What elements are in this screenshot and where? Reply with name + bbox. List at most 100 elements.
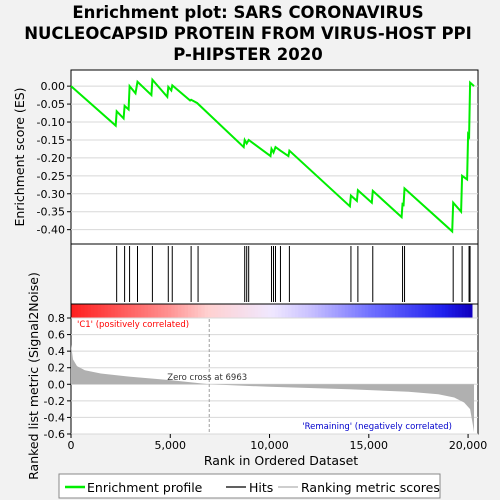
color-bar-segment xyxy=(314,304,319,318)
hit-marks xyxy=(116,246,471,302)
color-bar-segment xyxy=(181,304,186,318)
color-bar-segment xyxy=(77,304,82,318)
zero-cross-label: Zero cross at 6963 xyxy=(167,373,247,383)
color-bar-segment xyxy=(217,304,222,318)
color-bar-segment xyxy=(385,304,389,318)
color-bar-segment xyxy=(388,304,393,318)
color-bar-segment xyxy=(435,304,440,318)
color-bar-segment xyxy=(224,304,229,318)
color-bar-segment xyxy=(161,304,166,318)
color-bar-segment xyxy=(278,304,283,318)
color-bar-segment xyxy=(248,304,253,318)
color-bar-segment xyxy=(381,304,386,318)
color-bar-segment xyxy=(154,304,159,318)
color-bar-segment xyxy=(261,304,266,318)
es-y-axis-label: Enrichment score (ES) xyxy=(12,87,27,226)
color-bar-segment xyxy=(214,304,219,318)
metric-tick-label: 0.4 xyxy=(48,345,66,358)
metric-panel xyxy=(70,317,479,435)
es-tick-label: -0.40 xyxy=(37,224,65,237)
negative-correlation-label: 'Remaining' (negatively correlated) xyxy=(302,422,452,432)
color-bar-segment xyxy=(358,304,363,318)
color-bar-segment xyxy=(281,304,286,318)
color-bar-segment xyxy=(187,304,192,318)
positive-correlation-label: 'C1' (positively correlated) xyxy=(77,320,189,330)
x-tick-label: 5,000 xyxy=(155,439,187,452)
color-bar-segment xyxy=(361,304,366,318)
color-bar-segment xyxy=(411,304,416,318)
color-bar-segment xyxy=(301,304,306,318)
color-bar-segment xyxy=(331,304,336,318)
color-bar-segment xyxy=(268,304,273,318)
color-bar-segment xyxy=(445,304,450,318)
color-bar-segment xyxy=(401,304,406,318)
color-bar-segment xyxy=(344,304,349,318)
color-bar-segment xyxy=(101,304,106,318)
es-tick-label: -0.35 xyxy=(37,206,65,219)
metric-tick-label: -0.2 xyxy=(44,395,65,408)
es-tick-label: -0.20 xyxy=(37,152,65,165)
metric-tick-label: -0.6 xyxy=(44,428,65,441)
color-bar-segment xyxy=(405,304,410,318)
color-bar-segment xyxy=(207,304,212,318)
color-bar-segment xyxy=(124,304,129,318)
color-bar-segment xyxy=(415,304,420,318)
color-bar-segment xyxy=(171,304,176,318)
color-bar-segment xyxy=(167,304,172,318)
ranking-color-bar xyxy=(71,304,473,318)
x-tick-label: 20,000 xyxy=(449,439,488,452)
metric-tick-label: 0.2 xyxy=(48,362,66,375)
color-bar-segment xyxy=(228,304,232,318)
metric-tick-label: -0.4 xyxy=(44,411,65,424)
color-bar-segment xyxy=(284,304,289,318)
metric-tick-label: 0.8 xyxy=(48,312,66,325)
color-bar-segment xyxy=(174,304,179,318)
color-bar-segment xyxy=(194,304,199,318)
enrichment-profile-line xyxy=(70,77,475,234)
color-bar-segment xyxy=(107,304,112,318)
color-bar-segment xyxy=(131,304,136,318)
color-bar-segment xyxy=(425,304,430,318)
color-bar-segment xyxy=(465,304,470,318)
color-bar-segment xyxy=(81,304,85,318)
color-bar-segment xyxy=(191,304,196,318)
color-bar-segment xyxy=(254,304,259,318)
metric-y-ticks: 0.8 0.6 0.4 0.2 0.0 -0.2 -0.4 -0.6 xyxy=(44,312,71,441)
color-bar-segment xyxy=(244,304,249,318)
color-bar-segment xyxy=(421,304,426,318)
color-bar-segment xyxy=(348,304,353,318)
color-bar-segment xyxy=(334,304,339,318)
es-tick-label: 0.00 xyxy=(41,80,66,93)
color-bar-segment xyxy=(71,304,75,318)
metric-y-axis-label: Ranked list metric (Signal2Noise) xyxy=(26,272,41,480)
color-bar-segment xyxy=(428,304,433,318)
color-bar-segment xyxy=(87,304,92,318)
hits-panel xyxy=(70,243,479,305)
color-bar-segment xyxy=(371,304,376,318)
color-bar-segment xyxy=(141,304,146,318)
color-bar-segment xyxy=(324,304,329,318)
es-y-ticks: 0.00 -0.05 -0.10 -0.15 -0.20 -0.25 -0.30 -0.35 -… xyxy=(37,80,71,237)
color-bar-segment xyxy=(395,304,399,318)
metric-tick-label: 0.0 xyxy=(48,378,66,391)
color-bar-segment xyxy=(111,304,116,318)
x-tick-label: 15,000 xyxy=(350,439,389,452)
color-bar-segment xyxy=(211,304,216,318)
x-axis-label: Rank in Ordered Dataset xyxy=(204,453,358,468)
color-bar-segment xyxy=(431,304,436,318)
color-bar-segment xyxy=(117,304,122,318)
color-bar-segment xyxy=(137,304,142,318)
es-tick-label: -0.10 xyxy=(37,116,65,129)
color-bar-segment xyxy=(258,304,263,318)
legend-label-enrichment: Enrichment profile xyxy=(87,480,203,495)
color-bar-segment xyxy=(271,304,276,318)
color-bar-segment xyxy=(84,304,89,318)
color-bar-segment xyxy=(251,304,256,318)
color-bar-segment xyxy=(274,304,279,318)
es-gridlines xyxy=(71,85,478,231)
color-bar-segment xyxy=(127,304,132,318)
color-bar-segment xyxy=(391,304,396,318)
color-bar-segment xyxy=(308,304,313,318)
metric-x-ticks: 0 5,000 10,000 15,000 20,000 xyxy=(68,434,488,452)
es-tick-label: -0.05 xyxy=(37,98,65,111)
